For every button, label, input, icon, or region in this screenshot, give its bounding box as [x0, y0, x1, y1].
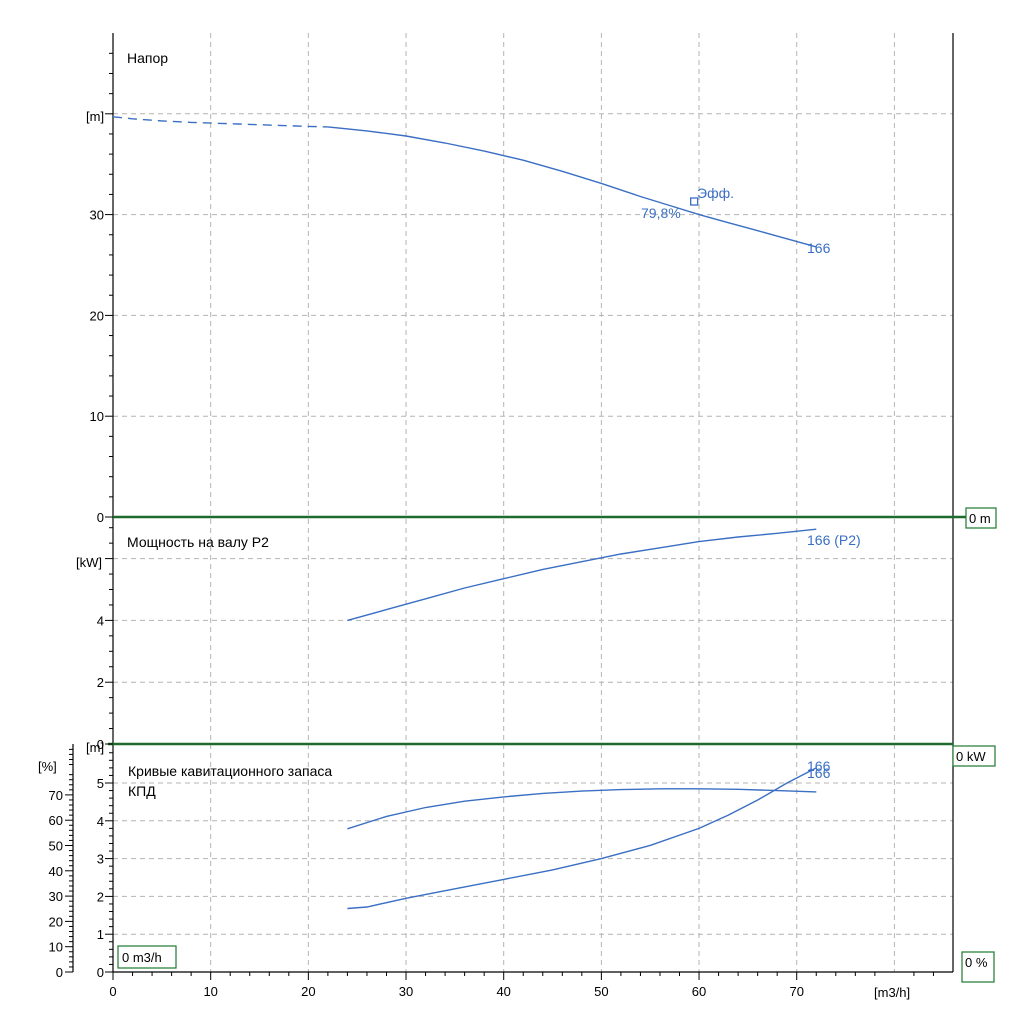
- x-tick-label-50: 50: [594, 984, 608, 999]
- head-curve-label: 166: [807, 240, 831, 256]
- frame-layer: [72, 33, 966, 973]
- head-zero-readout: 0 m: [965, 507, 997, 529]
- efficiency-tick-label-0: 0: [56, 965, 63, 980]
- efficiency-y-unit: [%]: [38, 759, 57, 774]
- npsh-panel-title: Кривые кавитационного запаса: [128, 763, 332, 779]
- head-tick-label-30: 30: [90, 208, 104, 223]
- x-tick-label-40: 40: [496, 984, 510, 999]
- npsh-tick-label-4: 4: [97, 814, 104, 829]
- curves-layer: [112, 116, 817, 910]
- head-tick-label-10: 10: [90, 409, 104, 424]
- efficiency-point-value: 79,8%: [641, 205, 681, 221]
- power-tick-label-4: 4: [97, 613, 104, 628]
- percent-zero-readout-box: [961, 951, 995, 983]
- power-zero-readout-box: [952, 745, 996, 767]
- npsh-tick-label-1: 1: [97, 927, 104, 942]
- head-y-unit: [m]: [86, 109, 104, 124]
- efficiency-tick-label-30: 30: [49, 889, 63, 904]
- efficiency-tick-label-40: 40: [49, 864, 63, 879]
- head-zero-readout-box: [965, 507, 997, 529]
- grid-layer: [113, 33, 953, 972]
- x-axis-unit: [m3/h]: [874, 985, 910, 1000]
- efficiency-tick-label-60: 60: [49, 813, 63, 828]
- x-tick-label-60: 60: [692, 984, 706, 999]
- flow-zero-readout-text: 0 m3/h: [122, 950, 162, 965]
- power-tick-label-2: 2: [97, 675, 104, 690]
- x-tick-label-70: 70: [789, 984, 803, 999]
- flow-zero-readout-box: [117, 945, 177, 969]
- efficiency-point-marker: [690, 197, 699, 206]
- efficiency-curve-label: 166: [807, 758, 831, 774]
- power-zero-readout-text: 0 kW: [956, 749, 986, 764]
- power-curve: [347, 528, 817, 622]
- percent-zero-readout-text: 0 %: [965, 955, 988, 970]
- ticks-layer: 0 10 20 30 40 50 60 700102030024012345010203040…: [49, 52, 934, 999]
- power-curve-label: 166 (P2): [807, 532, 861, 548]
- x-tick-label-10: 10: [203, 984, 217, 999]
- x-tick-label-20: 20: [301, 984, 315, 999]
- efficiency-tick-label-20: 20: [49, 914, 63, 929]
- efficiency-tick-label-70: 70: [49, 788, 63, 803]
- npsh-tick-label-3: 3: [97, 852, 104, 867]
- head-curve-dashed-segment: [112, 116, 328, 128]
- npsh-tick-label-2: 2: [97, 889, 104, 904]
- npsh-y-unit: [m]: [86, 740, 104, 755]
- head-zero-readout-text: 0 m: [969, 511, 991, 526]
- flow-zero-readout: 0 m3/h: [117, 945, 177, 969]
- efficiency-tick-label-50: 50: [49, 839, 63, 854]
- npsh-tick-label-5: 5: [97, 776, 104, 791]
- power-zero-readout: 0 kW: [952, 745, 996, 767]
- head-tick-label-0: 0: [97, 510, 104, 525]
- x-tick-label-0: 0: [109, 984, 116, 999]
- head-curve: [327, 126, 817, 248]
- power-panel-title: Мощность на валу P2: [127, 534, 269, 550]
- power-y-unit: [kW]: [76, 555, 102, 570]
- x-tick-label-30: 30: [399, 984, 413, 999]
- efficiency-panel-subtitle: КПД: [128, 783, 156, 799]
- head-panel-title: Напор: [127, 50, 168, 66]
- npsh-curve: [347, 767, 817, 910]
- npsh-curve-label: 166: [807, 765, 831, 781]
- efficiency-tick-label-10: 10: [49, 940, 63, 955]
- percent-zero-readout: 0 %: [961, 951, 995, 983]
- npsh-tick-label-0: 0: [97, 965, 104, 980]
- power-tick-label-0: 0: [97, 737, 104, 752]
- efficiency-point-label: Эфф.: [697, 185, 734, 201]
- efficiency-curve: [347, 788, 817, 830]
- head-tick-label-20: 20: [90, 308, 104, 323]
